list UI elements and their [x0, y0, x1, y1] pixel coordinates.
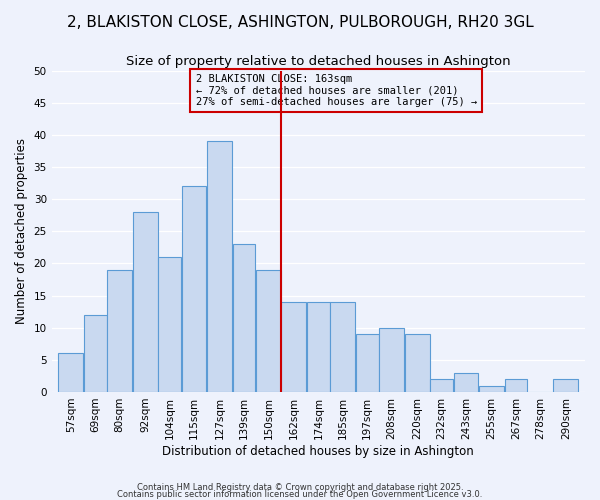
Bar [307, 302, 330, 392]
Y-axis label: Number of detached properties: Number of detached properties [15, 138, 28, 324]
Text: Contains public sector information licensed under the Open Government Licence v3: Contains public sector information licen… [118, 490, 482, 499]
Bar [430, 379, 453, 392]
X-axis label: Distribution of detached houses by size in Ashington: Distribution of detached houses by size … [163, 444, 474, 458]
Title: Size of property relative to detached houses in Ashington: Size of property relative to detached ho… [126, 55, 511, 68]
Bar [479, 386, 504, 392]
Bar [233, 244, 256, 392]
Text: Contains HM Land Registry data © Crown copyright and database right 2025.: Contains HM Land Registry data © Crown c… [137, 484, 463, 492]
Text: 2 BLAKISTON CLOSE: 163sqm
← 72% of detached houses are smaller (201)
27% of semi: 2 BLAKISTON CLOSE: 163sqm ← 72% of detac… [196, 74, 477, 107]
Text: 2, BLAKISTON CLOSE, ASHINGTON, PULBOROUGH, RH20 3GL: 2, BLAKISTON CLOSE, ASHINGTON, PULBOROUG… [67, 15, 533, 30]
Bar [58, 354, 83, 392]
Bar [356, 334, 379, 392]
Bar [505, 379, 527, 392]
Bar [405, 334, 430, 392]
Bar [207, 142, 232, 392]
Bar [84, 315, 107, 392]
Bar [133, 212, 158, 392]
Bar [182, 186, 206, 392]
Bar [331, 302, 355, 392]
Bar [379, 328, 404, 392]
Bar [256, 270, 281, 392]
Bar [107, 270, 132, 392]
Bar [553, 379, 578, 392]
Bar [158, 257, 181, 392]
Bar [454, 372, 478, 392]
Bar [281, 302, 307, 392]
